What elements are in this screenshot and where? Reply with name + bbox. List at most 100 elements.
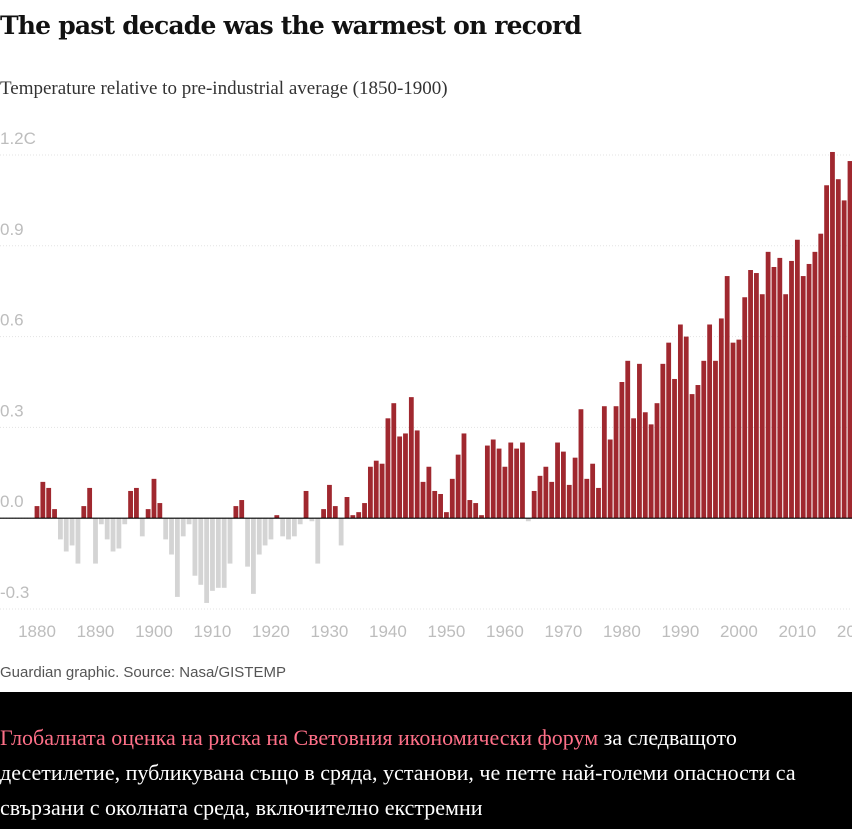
bar	[607, 439, 613, 519]
x-tick-label: 1910	[194, 622, 232, 641]
bar	[742, 297, 748, 519]
bar	[724, 276, 730, 519]
bar	[642, 412, 648, 519]
y-tick-label: -0.3	[0, 583, 29, 602]
bar	[695, 385, 701, 519]
bar	[315, 518, 321, 564]
bar	[566, 484, 572, 519]
bar	[403, 433, 408, 519]
bar	[707, 324, 713, 519]
bar	[40, 481, 46, 519]
bar	[75, 518, 81, 564]
bar	[455, 454, 461, 519]
bar	[280, 518, 286, 537]
bar	[303, 490, 309, 519]
bar	[835, 179, 841, 519]
bar	[408, 397, 414, 519]
bar	[806, 263, 812, 519]
x-tick-label: 1920	[252, 622, 290, 641]
bar	[660, 363, 666, 519]
y-tick-label: 0.0	[0, 492, 24, 511]
bar	[584, 478, 590, 519]
bar	[93, 518, 98, 564]
bar	[718, 318, 724, 519]
bar	[327, 484, 332, 519]
bar	[490, 439, 496, 519]
chart-subtitle: Temperature relative to pre-industrial a…	[0, 78, 448, 99]
bar	[69, 518, 75, 546]
bar	[186, 518, 192, 525]
bar	[596, 487, 601, 519]
chart-panel: The past decade was the warmest on recor…	[0, 0, 852, 692]
bar	[163, 518, 169, 540]
bar	[227, 518, 233, 564]
bar	[321, 509, 326, 519]
bar	[309, 518, 315, 522]
bar	[52, 509, 57, 519]
x-tick-label: 1930	[311, 622, 349, 641]
bar	[174, 518, 180, 597]
bar	[256, 518, 262, 555]
bar	[98, 518, 104, 525]
bar	[116, 518, 122, 549]
chart-title: The past decade was the warmest on recor…	[0, 11, 581, 40]
bar	[590, 463, 596, 519]
bar	[128, 490, 133, 519]
bar	[654, 403, 660, 519]
bar	[426, 466, 432, 519]
bar	[251, 518, 256, 594]
bar	[648, 424, 654, 519]
bar	[520, 442, 525, 519]
bar	[549, 481, 555, 519]
bar	[192, 518, 198, 576]
article-link[interactable]: Глобалната оценка на риска на Световния …	[0, 725, 599, 750]
bar	[151, 478, 157, 519]
bar	[631, 418, 636, 519]
bar	[736, 339, 742, 519]
x-tick-label: 1890	[77, 622, 115, 641]
bar	[683, 336, 689, 519]
bar	[672, 378, 677, 519]
bar	[601, 406, 607, 519]
x-tick-label: 1970	[544, 622, 582, 641]
bar	[847, 161, 852, 519]
bar	[215, 518, 221, 588]
bar	[169, 518, 174, 555]
bar	[561, 451, 566, 519]
x-tick-label: 1990	[661, 622, 699, 641]
x-tick-label: 1880	[18, 622, 56, 641]
bar	[139, 518, 145, 537]
bar	[789, 260, 794, 519]
bar	[812, 251, 818, 519]
bar	[286, 518, 291, 540]
bar	[771, 266, 777, 519]
bar	[379, 463, 385, 519]
bar	[432, 490, 438, 519]
bar	[759, 294, 765, 519]
article-text: за следващото десетилетие, публикувана с…	[0, 725, 796, 820]
bar	[145, 509, 151, 519]
bar	[245, 518, 250, 567]
bar	[449, 478, 455, 519]
bar	[367, 466, 373, 519]
bar	[291, 518, 297, 537]
bar	[572, 457, 578, 519]
bar	[373, 460, 379, 519]
bar	[297, 518, 303, 525]
bar	[444, 512, 449, 519]
bar	[350, 515, 356, 519]
x-tick-label: 1950	[428, 622, 466, 641]
x-tick-label: 1980	[603, 622, 641, 641]
bar	[496, 448, 502, 519]
bar	[824, 185, 830, 519]
bar	[134, 487, 139, 519]
x-tick-label: 1960	[486, 622, 524, 641]
bar	[385, 418, 391, 519]
bar	[63, 518, 69, 552]
bar	[754, 273, 759, 519]
bar	[110, 518, 116, 552]
bar	[701, 360, 707, 519]
bar	[689, 394, 695, 519]
bar	[730, 342, 736, 519]
